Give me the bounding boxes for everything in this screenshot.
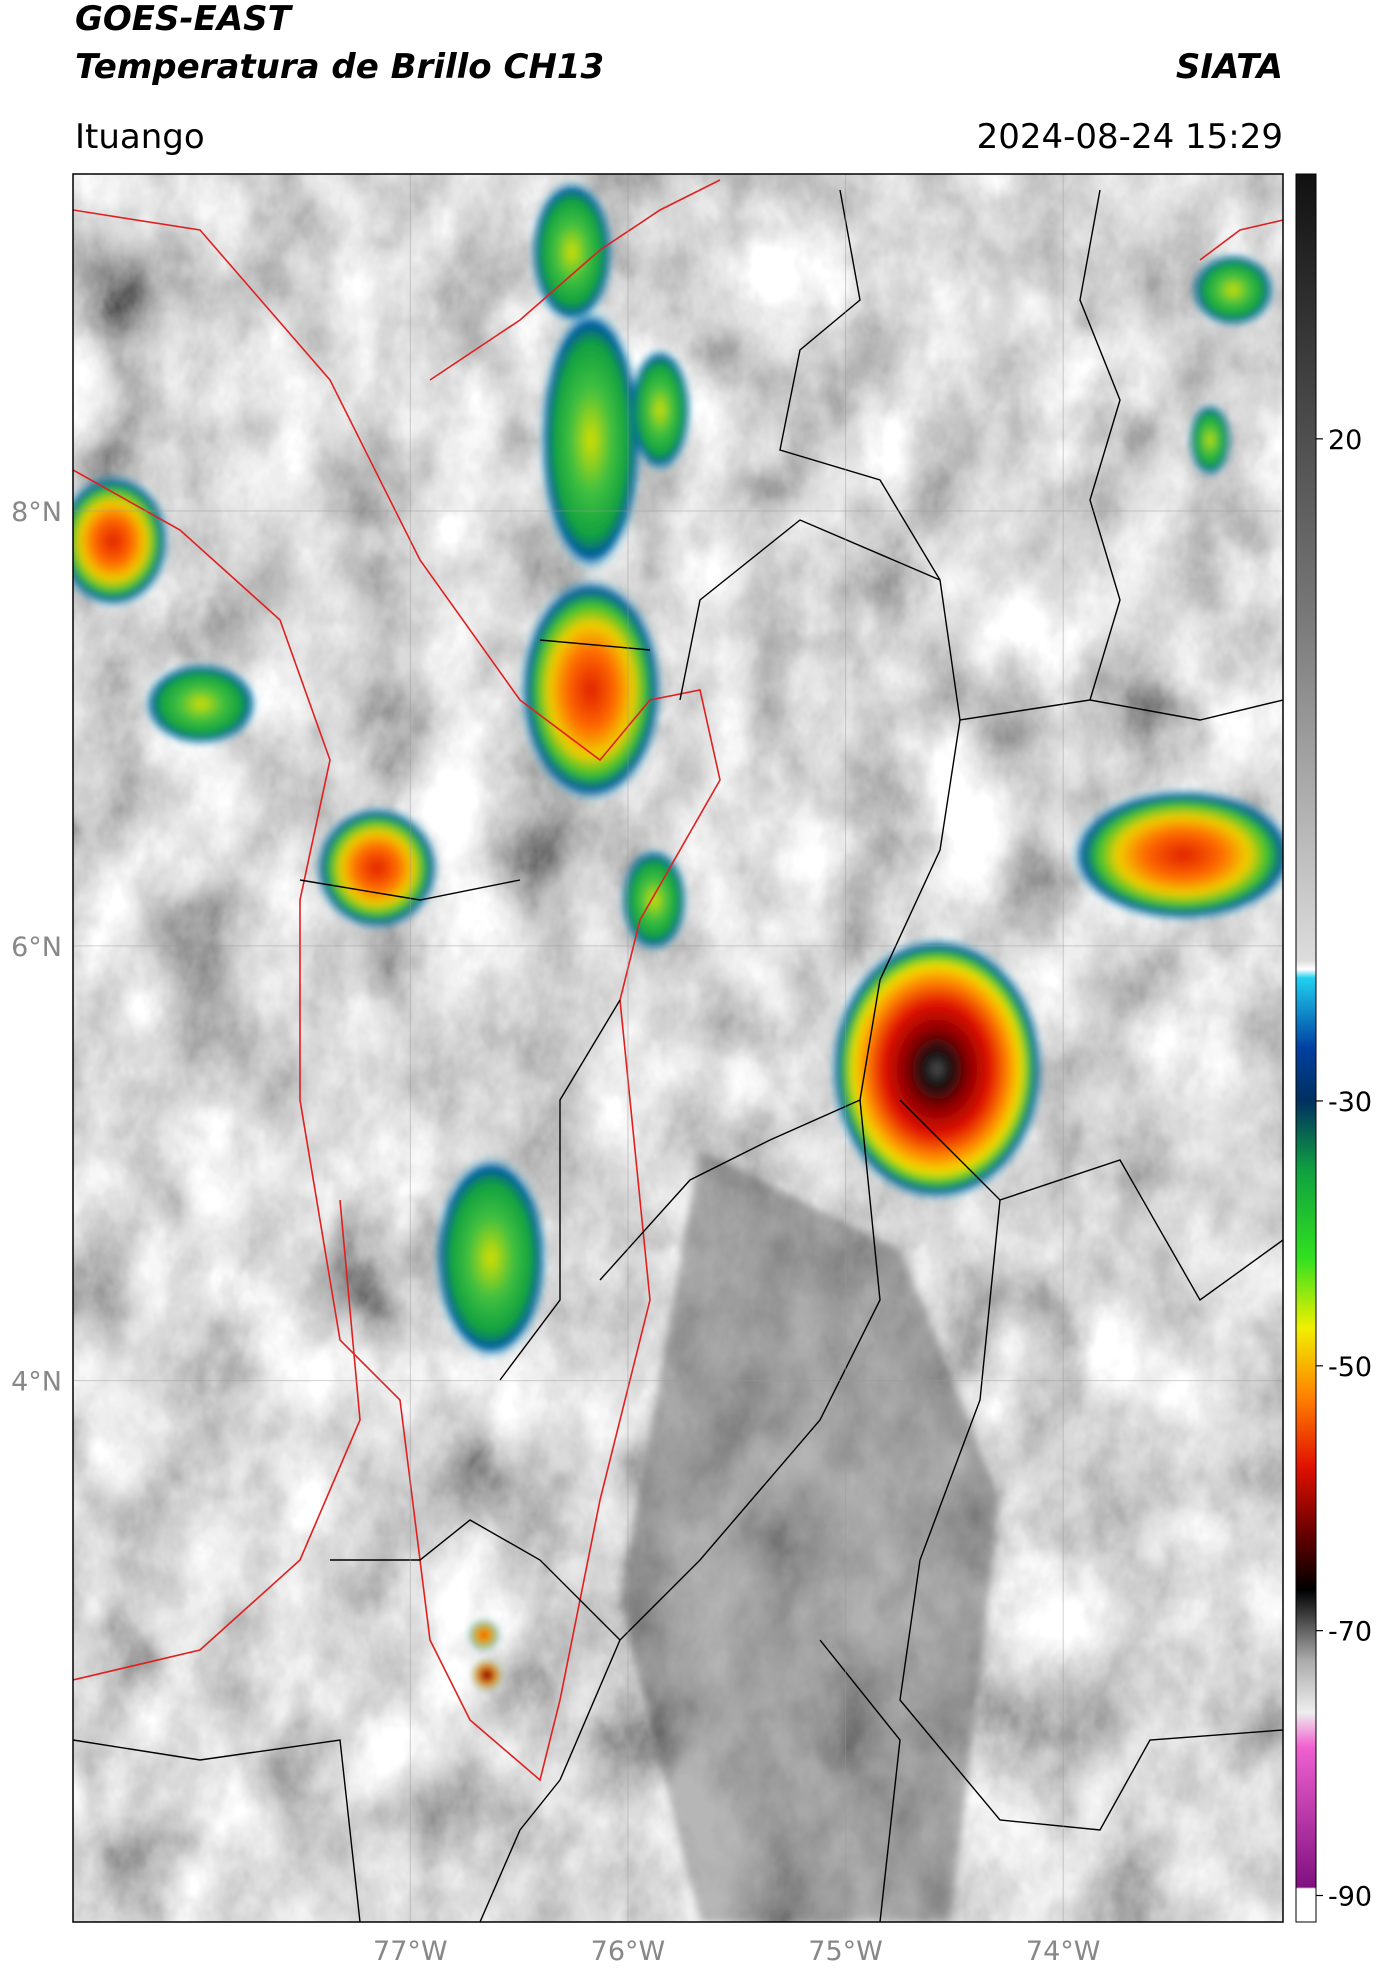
x-tick-label: 76°W: [591, 1936, 666, 1967]
y-tick-label: 4°N: [11, 1367, 62, 1398]
x-tick-label: 74°W: [1026, 1936, 1101, 1967]
colorbar-tick-label: -50: [1328, 1352, 1372, 1383]
y-tick-label: 6°N: [11, 932, 62, 963]
map-frame: [72, 173, 1284, 1923]
colorbar-tick-label: -70: [1328, 1617, 1372, 1648]
graticule: [73, 174, 1283, 1922]
colorbar: [1295, 173, 1317, 1923]
colorbar-tick-label: -30: [1328, 1087, 1372, 1118]
subtitle: Temperatura de Brillo CH13: [75, 47, 604, 87]
colorbar-tick-label: -90: [1328, 1882, 1372, 1913]
y-tick-label: 8°N: [11, 497, 62, 528]
title: GOES-EAST: [75, 0, 294, 39]
colorbar-tick-label: 20: [1328, 425, 1362, 456]
x-tick-label: 75°W: [808, 1936, 883, 1967]
satellite-image: [73, 174, 1283, 1922]
location: Ituango: [75, 117, 205, 157]
org: SIATA: [1176, 47, 1283, 87]
x-tick-label: 77°W: [373, 1936, 448, 1967]
datetime: 2024-08-24 15:29: [977, 117, 1283, 157]
